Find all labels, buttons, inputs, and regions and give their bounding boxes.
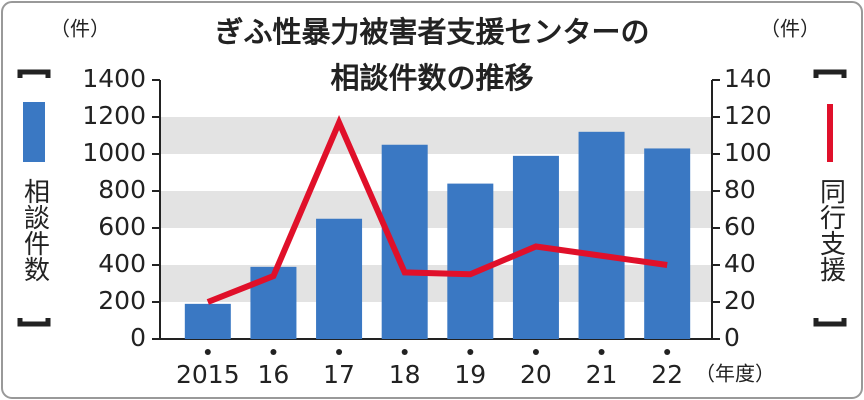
grid-band xyxy=(160,117,712,154)
line xyxy=(206,114,668,305)
y2-tick-label: 120 xyxy=(724,101,772,130)
chart-title: 相談件数の推移 xyxy=(330,61,533,95)
y2-tick-label: 40 xyxy=(724,249,756,278)
x-tick-label: 17 xyxy=(323,360,355,389)
y-tick-label: 400 xyxy=(98,249,146,278)
y2-tick-label: 20 xyxy=(724,286,756,315)
bar xyxy=(316,218,363,339)
y-tick-label: 1400 xyxy=(82,64,146,93)
x-unit: （年度） xyxy=(695,362,775,386)
x-tick-label: 18 xyxy=(389,360,421,389)
legend-label: 相談件数 xyxy=(20,178,50,282)
y-tick-label: 1000 xyxy=(82,138,146,167)
legend-label: 同行支援 xyxy=(816,178,846,282)
x-tick-dot xyxy=(204,349,211,355)
bracket xyxy=(813,318,847,327)
x-tick-dot xyxy=(532,349,539,355)
x-tick-label: 19 xyxy=(454,360,486,389)
y2-unit: （件） xyxy=(760,17,820,41)
y2-tick-label: 100 xyxy=(724,138,772,167)
x-tick-dot xyxy=(467,349,474,355)
y-unit: （件） xyxy=(50,17,110,41)
x-tick-dot xyxy=(598,349,605,355)
bar xyxy=(184,303,231,339)
y2-tick-label: 60 xyxy=(724,212,756,241)
bar xyxy=(578,131,625,339)
bracket xyxy=(813,69,847,78)
x-tick-label: 20 xyxy=(520,360,552,389)
grid-band xyxy=(160,191,712,228)
y-tick-label: 0 xyxy=(130,323,146,352)
y2-tick-label: 140 xyxy=(724,64,772,93)
y2-tick-label: 80 xyxy=(724,175,756,204)
legend-swatch xyxy=(23,102,45,162)
x-tick-label: 2015 xyxy=(176,360,240,389)
x-tick-dot xyxy=(664,349,671,355)
y-tick-label: 600 xyxy=(98,212,146,241)
bracket xyxy=(17,69,51,78)
y2-tick-label: 0 xyxy=(724,323,740,352)
y-tick-label: 800 xyxy=(98,175,146,204)
x-tick-dot xyxy=(270,349,277,355)
x-tick-label: 16 xyxy=(258,360,290,389)
y-tick-label: 200 xyxy=(98,286,146,315)
bar xyxy=(644,148,691,339)
bracket xyxy=(17,318,51,327)
y-tick-label: 1200 xyxy=(82,101,146,130)
x-tick-dot xyxy=(336,349,343,355)
x-tick-dot xyxy=(401,349,408,355)
bar xyxy=(447,183,494,339)
x-tick-label: 21 xyxy=(586,360,618,389)
x-tick-label: 22 xyxy=(651,360,683,389)
chart-title: ぎふ性暴力被害者支援センターの xyxy=(214,15,649,49)
